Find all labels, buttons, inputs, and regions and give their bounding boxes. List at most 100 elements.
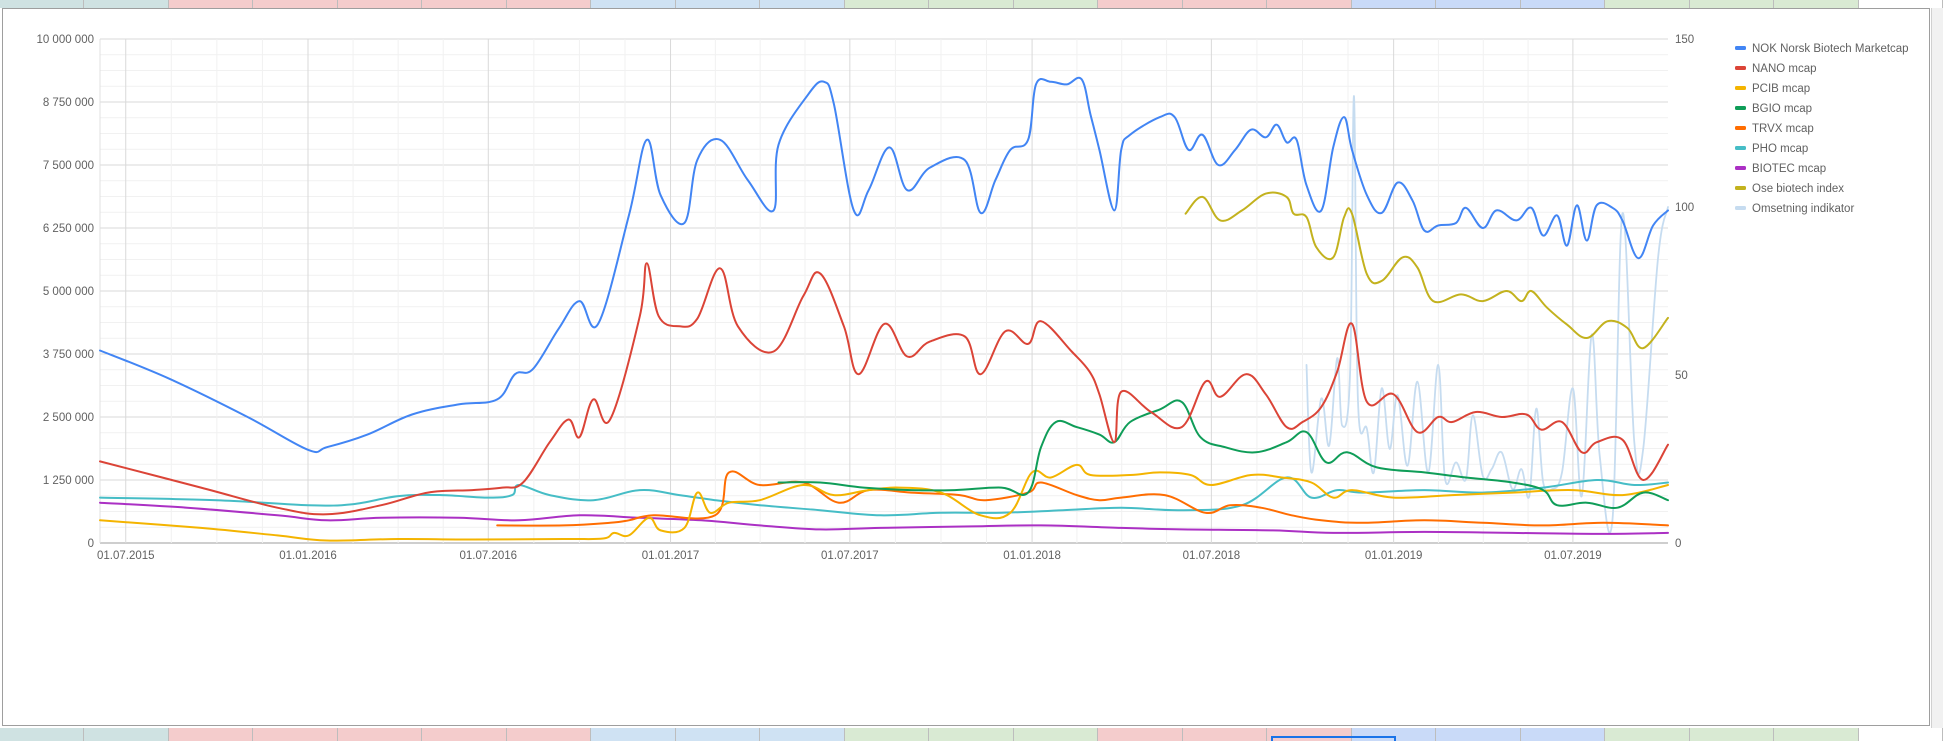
left-axis-tick-label: 3 750 000 [43, 349, 94, 361]
sheet-cell[interactable] [1605, 0, 1690, 8]
left-axis-tick-label: 5 000 000 [43, 286, 94, 298]
selected-cell-outline[interactable] [1271, 736, 1396, 741]
chart-container[interactable]: 10 000 000 8 750 000 7 500 000 6 250 000 5 0… [2, 8, 1930, 726]
sheet-cell[interactable] [506, 728, 592, 741]
x-axis-tick-label: 01.01.2017 [642, 550, 700, 562]
legend-swatch-pho-mcap [1735, 146, 1746, 150]
sheet-scroll-gutter[interactable] [1931, 8, 1943, 728]
sheet-cell[interactable] [760, 0, 845, 8]
spreadsheet-cell-strip-bottom [0, 728, 1943, 741]
series-line-trvx-mcap [496, 470, 1669, 527]
sheet-cell[interactable] [760, 728, 845, 741]
sheet-cell[interactable] [1182, 0, 1268, 8]
legend-swatch-nok-norsk-biotech-marketcap [1735, 46, 1746, 50]
legend-swatch-ose-biotech-index [1735, 186, 1746, 190]
sheet-cell[interactable] [506, 0, 592, 8]
right-axis-tick-label: 150 [1675, 34, 1694, 46]
sheet-cell[interactable] [1689, 0, 1775, 8]
sheet-cell[interactable] [84, 0, 169, 8]
line-chart: 10 000 000 8 750 000 7 500 000 6 250 000 5 0… [36, 34, 1909, 562]
x-axis-tick-label: 01.01.2018 [1003, 550, 1061, 562]
sheet-cell[interactable] [422, 728, 507, 741]
left-axis-tick-label: 0 [88, 538, 94, 550]
sheet-cell[interactable] [337, 728, 423, 741]
sheet-cell[interactable] [1605, 728, 1690, 741]
right-axis-tick-label: 100 [1675, 202, 1694, 214]
x-axis-tick-label: 01.07.2016 [460, 550, 518, 562]
sheet-cell[interactable] [1774, 728, 1859, 741]
sheet-cell[interactable] [591, 0, 676, 8]
legend-swatch-omsetning-indikator [1735, 206, 1746, 210]
x-axis-tick-label: 01.01.2016 [279, 550, 337, 562]
series-line-nano-mcap [99, 262, 1669, 516]
sheet-cell[interactable] [675, 0, 761, 8]
series-line-pho-mcap [99, 476, 1669, 517]
legend-label-nano-mcap: NANO mcap [1752, 63, 1817, 75]
sheet-cell[interactable] [844, 0, 930, 8]
left-axis-tick-label: 8 750 000 [43, 97, 94, 109]
sheet-cell[interactable] [844, 728, 930, 741]
sheet-cell[interactable] [1858, 0, 1943, 8]
legend-label-trvx-mcap: TRVX mcap [1752, 123, 1814, 135]
sheet-cell[interactable] [675, 728, 761, 741]
sheet-cell[interactable] [253, 0, 338, 8]
sheet-cell[interactable] [1182, 728, 1268, 741]
sheet-cell[interactable] [1689, 728, 1775, 741]
x-axis-tick-label: 01.07.2019 [1544, 550, 1602, 562]
sheet-cell[interactable] [1098, 0, 1183, 8]
legend-label-bgio-mcap: BGIO mcap [1752, 103, 1812, 115]
sheet-cell[interactable] [337, 0, 423, 8]
sheet-cell[interactable] [1520, 728, 1606, 741]
series-line-nok-norsk-biotech-marketcap [99, 76, 1669, 454]
axes: 10 000 000 8 750 000 7 500 000 6 250 000 5 0… [36, 34, 1694, 562]
x-axis-tick-label: 01.01.2019 [1365, 550, 1423, 562]
series-line-omsetning-indikator [1305, 95, 1669, 534]
sheet-cell[interactable] [168, 728, 254, 741]
sheet-cell[interactable] [929, 728, 1014, 741]
legend-label-ose-biotech-index: Ose biotech index [1752, 183, 1844, 195]
x-axis-tick-label: 01.07.2015 [97, 550, 155, 562]
sheet-cell[interactable] [0, 0, 85, 8]
grid [99, 38, 1668, 544]
sheet-cell[interactable] [1436, 728, 1521, 741]
sheet-cell[interactable] [84, 728, 169, 741]
legend-label-pho-mcap: PHO mcap [1752, 143, 1808, 155]
sheet-cell[interactable] [1098, 728, 1183, 741]
sheet-cell[interactable] [1436, 0, 1521, 8]
sheet-cell[interactable] [1520, 0, 1606, 8]
sheet-cell[interactable] [929, 0, 1014, 8]
left-axis-tick-label: 1 250 000 [43, 475, 94, 487]
sheet-cell[interactable] [1267, 0, 1352, 8]
legend-label-biotec-mcap: BIOTEC mcap [1752, 163, 1826, 175]
sheet-cell[interactable] [1013, 0, 1099, 8]
series-line-ose-biotech-index [1184, 191, 1669, 350]
legend-swatch-bgio-mcap [1735, 106, 1746, 110]
legend: NOK Norsk Biotech Marketcap NANO mcap PCIB… [1735, 43, 1909, 215]
spreadsheet-cell-strip-top [0, 0, 1943, 8]
legend-swatch-pcib-mcap [1735, 86, 1746, 90]
series-lines [99, 76, 1669, 542]
sheet-cell[interactable] [591, 728, 676, 741]
sheet-cell[interactable] [0, 728, 85, 741]
sheet-cell[interactable] [1858, 728, 1943, 741]
left-axis-tick-label: 7 500 000 [43, 160, 94, 172]
right-axis-tick-label: 50 [1675, 370, 1688, 382]
sheet-cell[interactable] [1351, 0, 1437, 8]
sheet-cell[interactable] [1774, 0, 1859, 8]
sheet-cell[interactable] [422, 0, 507, 8]
sheet-cell[interactable] [253, 728, 338, 741]
x-axis-tick-label: 01.07.2018 [1183, 550, 1241, 562]
legend-swatch-biotec-mcap [1735, 166, 1746, 170]
series-line-pcib-mcap [99, 463, 1669, 542]
legend-label-nok-norsk-biotech-marketcap: NOK Norsk Biotech Marketcap [1752, 43, 1909, 55]
sheet-cell[interactable] [1013, 728, 1099, 741]
legend-swatch-nano-mcap [1735, 66, 1746, 70]
series-line-biotec-mcap [99, 501, 1669, 535]
legend-label-omsetning-indikator: Omsetning indikator [1752, 203, 1854, 215]
series-line-bgio-mcap [777, 399, 1669, 510]
right-axis-tick-label: 0 [1675, 538, 1681, 550]
left-axis-tick-label: 10 000 000 [36, 34, 94, 46]
sheet-cell[interactable] [168, 0, 254, 8]
legend-swatch-trvx-mcap [1735, 126, 1746, 130]
left-axis-tick-label: 2 500 000 [43, 412, 94, 424]
